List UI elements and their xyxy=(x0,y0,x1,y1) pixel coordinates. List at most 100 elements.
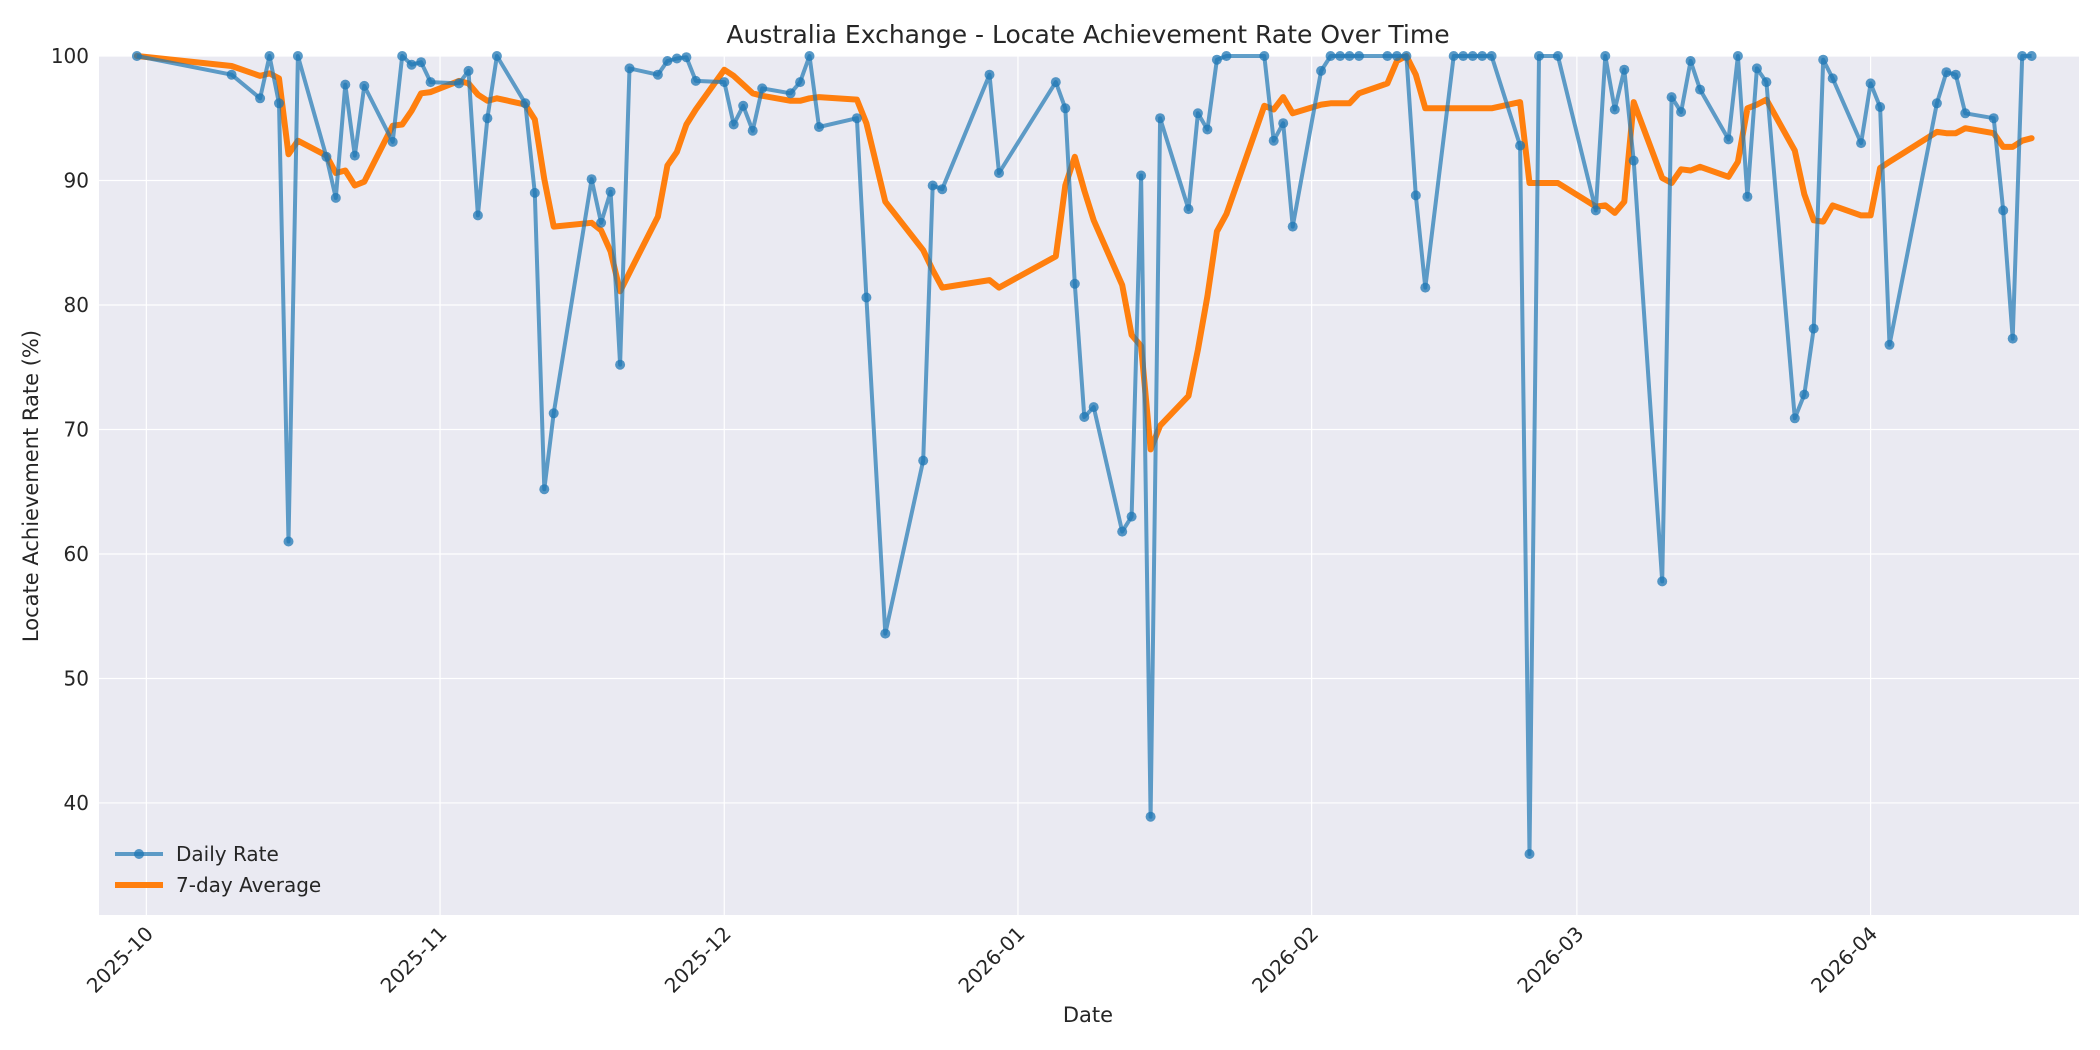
daily-point xyxy=(1335,51,1346,61)
daily-point xyxy=(1117,526,1128,537)
daily-point xyxy=(615,359,626,370)
daily-point xyxy=(1590,205,1601,216)
daily-point xyxy=(1192,108,1203,119)
daily-point xyxy=(2026,51,2037,61)
daily-point xyxy=(937,184,948,195)
daily-point xyxy=(416,57,427,68)
y-tick-label: 60 xyxy=(64,542,89,566)
daily-point xyxy=(1742,191,1753,202)
daily-point xyxy=(1079,412,1090,422)
daily-point xyxy=(1609,104,1620,115)
daily-point xyxy=(1211,54,1222,65)
daily-point xyxy=(814,122,824,132)
daily-point xyxy=(1761,77,1772,88)
daily-point xyxy=(1931,98,1942,109)
daily-point xyxy=(586,174,597,185)
daily-point xyxy=(1552,51,1563,61)
daily-point xyxy=(1126,511,1137,522)
y-tick-label: 80 xyxy=(64,293,89,317)
daily-point xyxy=(927,180,938,191)
y-tick-label: 70 xyxy=(64,417,89,441)
daily-point xyxy=(1827,73,1838,84)
daily-point xyxy=(1666,92,1677,103)
x-tick-label: 2025-10 xyxy=(82,922,158,998)
y-axis-title: Locate Achievement Rate (%) xyxy=(19,330,43,642)
daily-point xyxy=(1354,51,1364,61)
daily-point xyxy=(918,455,929,466)
daily-point xyxy=(463,65,474,76)
daily-point xyxy=(1884,339,1895,350)
x-axis-title: Date xyxy=(1063,1003,1113,1027)
daily-point xyxy=(1941,67,1952,78)
daily-point xyxy=(738,100,749,111)
daily-point xyxy=(330,192,341,203)
daily-point xyxy=(1060,103,1071,114)
daily-point xyxy=(1732,51,1743,61)
daily-point xyxy=(472,210,483,221)
x-tick-label: 2026-03 xyxy=(1512,922,1588,998)
daily-point xyxy=(1344,51,1355,61)
daily-point xyxy=(1221,51,1232,61)
daily-point xyxy=(1515,140,1526,151)
daily-point xyxy=(131,51,142,61)
daily-point xyxy=(1401,51,1412,61)
daily-point xyxy=(1619,64,1630,75)
daily-point xyxy=(624,63,635,74)
daily-point xyxy=(596,217,607,228)
daily-point xyxy=(662,56,673,66)
daily-point xyxy=(1486,51,1497,61)
daily-point xyxy=(690,75,701,86)
daily-point xyxy=(529,187,540,198)
daily-point xyxy=(1420,282,1431,293)
daily-point xyxy=(539,484,550,495)
y-tick-label: 40 xyxy=(64,791,89,815)
daily-point xyxy=(359,80,370,91)
daily-point xyxy=(406,59,417,70)
daily-point xyxy=(1751,63,1762,74)
daily-point xyxy=(1950,69,1961,80)
plot-area xyxy=(99,56,2079,915)
grid-lines xyxy=(99,55,2079,915)
daily-point xyxy=(804,51,815,61)
daily-line xyxy=(136,54,2032,856)
daily-point xyxy=(652,69,663,80)
legend-daily-marker xyxy=(134,849,144,859)
daily-point xyxy=(1723,134,1734,145)
daily-point xyxy=(1988,113,1999,124)
daily-point xyxy=(984,69,995,80)
daily-point xyxy=(1088,402,1099,413)
daily-point xyxy=(1145,811,1156,822)
daily-point xyxy=(1808,323,1819,334)
legend: Daily Rate 7-day Average xyxy=(115,842,321,897)
daily-point xyxy=(1050,77,1061,88)
daily-point xyxy=(2017,51,2028,61)
daily-point xyxy=(681,52,692,63)
daily-point xyxy=(994,168,1004,178)
daily-point xyxy=(1391,51,1402,61)
daily-point xyxy=(264,51,275,61)
daily-point xyxy=(387,136,398,147)
x-tick-label: 2025-11 xyxy=(376,922,452,998)
daily-point xyxy=(747,125,758,136)
y-tick-label: 90 xyxy=(64,168,89,192)
daily-point xyxy=(1600,51,1611,61)
daily-point xyxy=(1069,278,1080,289)
x-tick-labels: 2025-10 2025-11 2025-12 2026-01 2026-02 2026-… xyxy=(82,922,1882,998)
daily-point xyxy=(491,51,502,61)
daily-point xyxy=(880,628,891,639)
daily-point xyxy=(1524,849,1535,859)
daily-point xyxy=(226,69,237,80)
daily-point xyxy=(1467,51,1478,61)
daily-point xyxy=(340,79,351,90)
daily-point xyxy=(1789,413,1800,424)
x-tick-label: 2026-01 xyxy=(953,922,1029,998)
daily-series xyxy=(131,51,2037,859)
daily-point xyxy=(1657,576,1668,587)
x-tick-label: 2026-02 xyxy=(1247,922,1323,998)
daily-point xyxy=(1865,78,1876,89)
daily-point xyxy=(1960,108,1971,119)
daily-point xyxy=(757,83,768,94)
daily-point xyxy=(1818,54,1829,65)
daily-point xyxy=(1799,389,1810,400)
